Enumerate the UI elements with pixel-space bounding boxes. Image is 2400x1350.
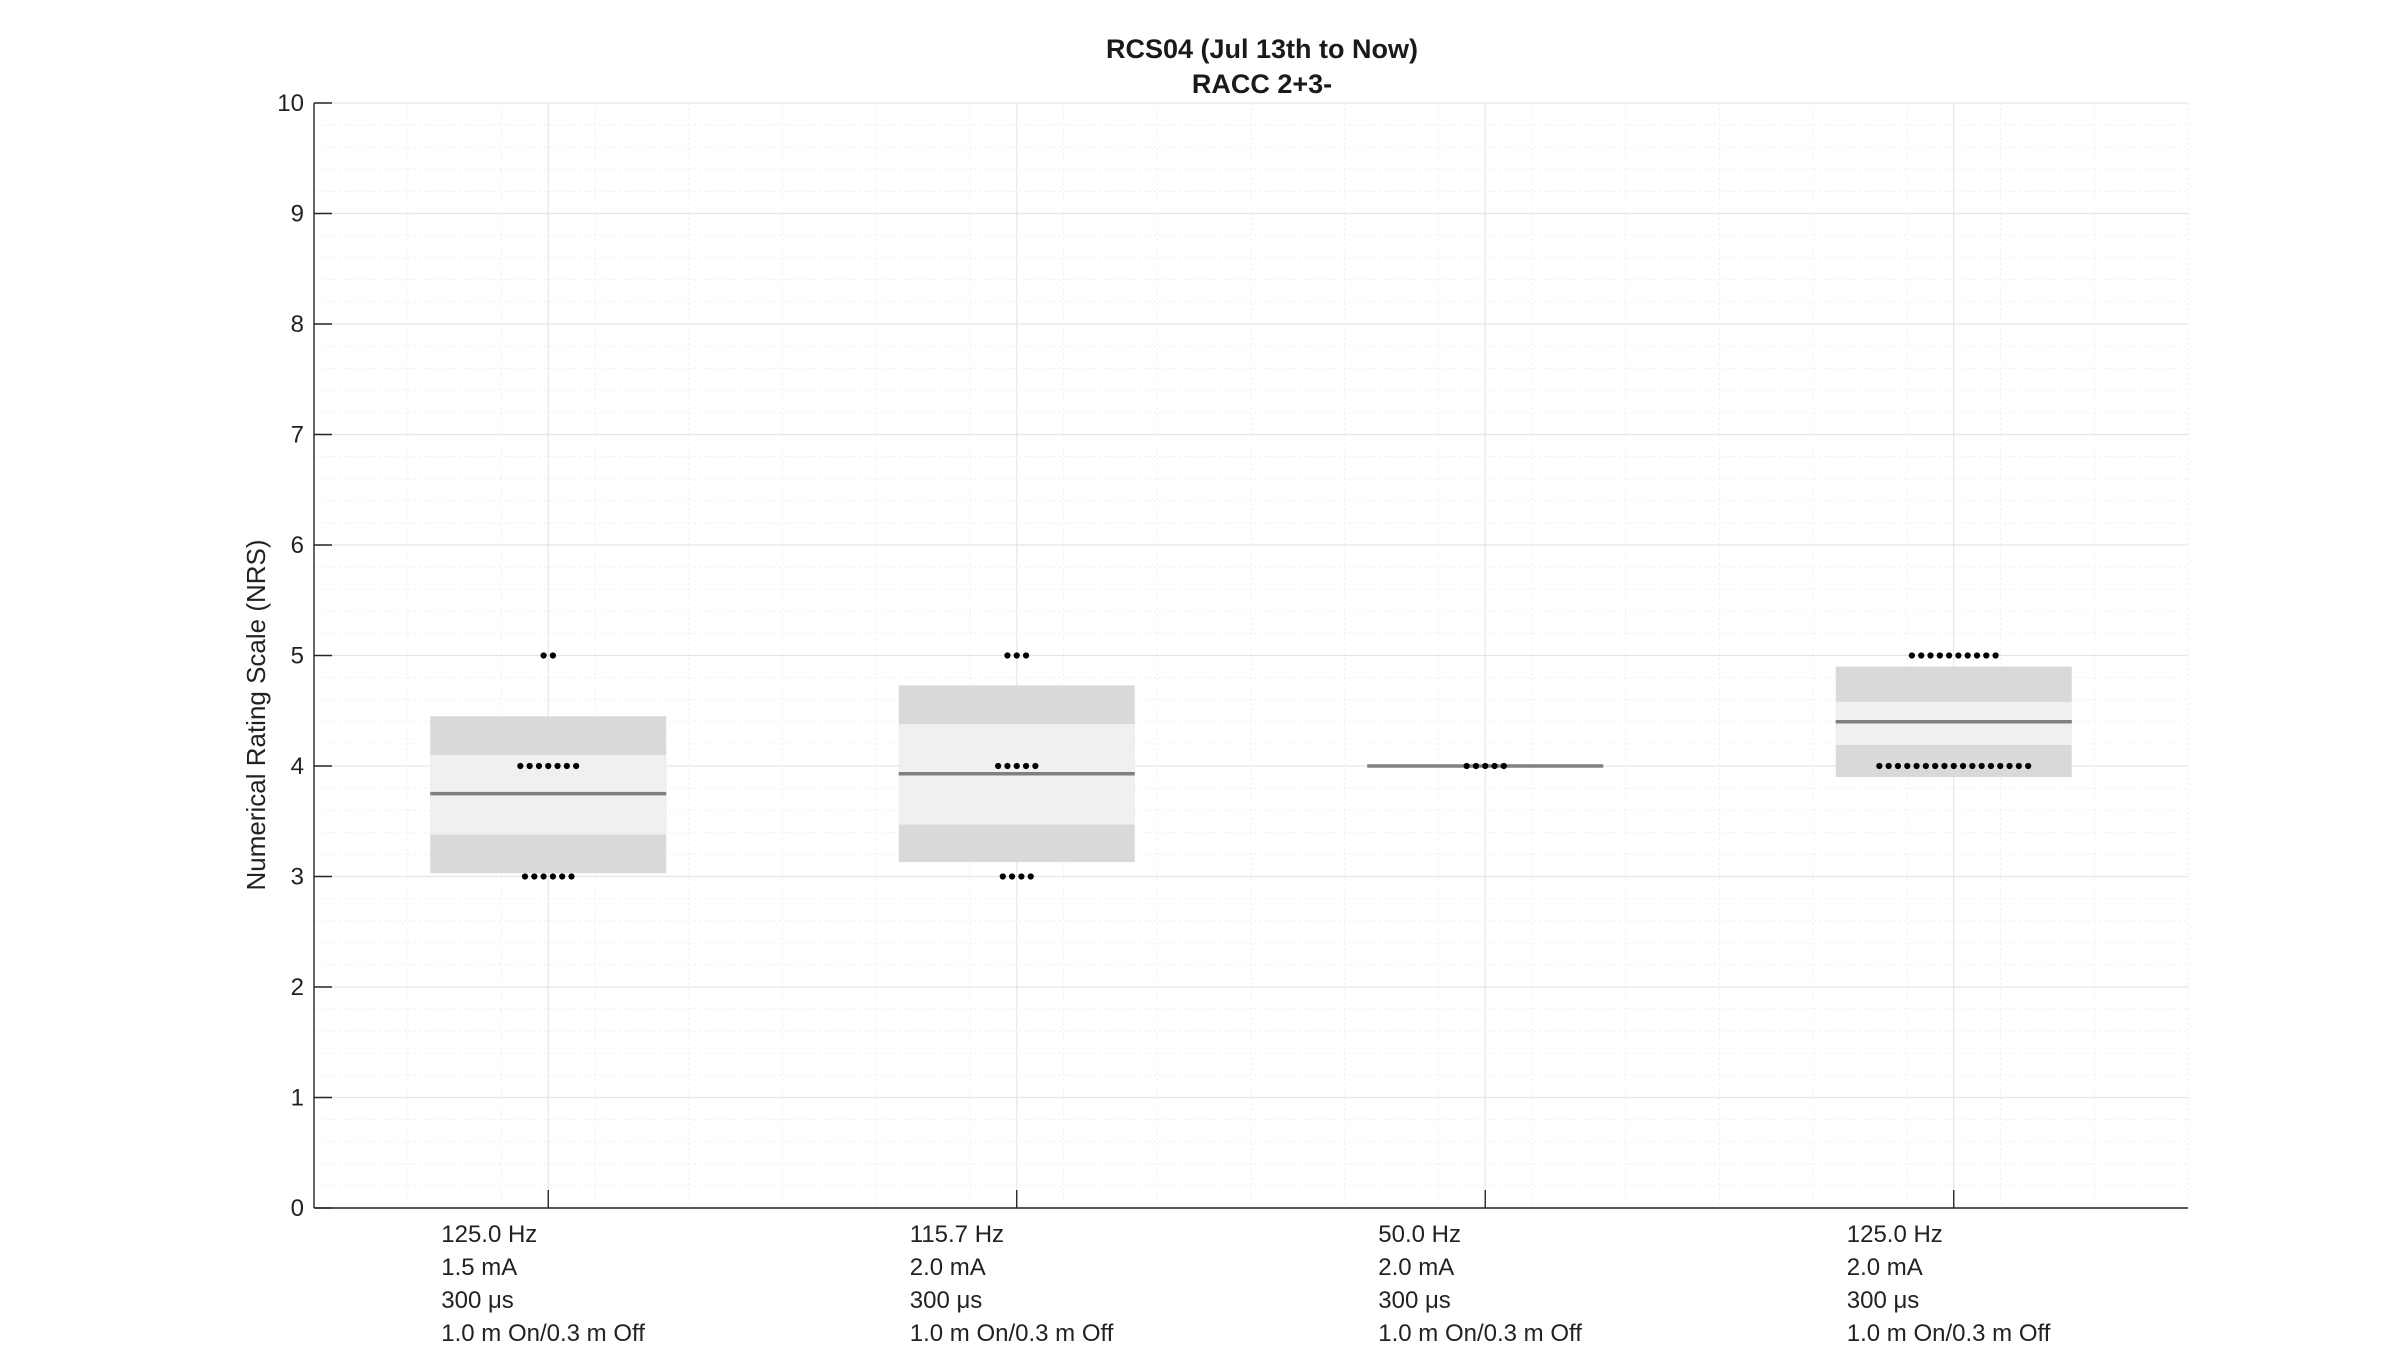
data-point bbox=[1013, 652, 1020, 659]
data-point bbox=[1894, 762, 1902, 770]
data-point bbox=[1004, 762, 1011, 770]
grid-lines bbox=[313, 102, 2189, 1209]
category-label-line: 300 μs bbox=[910, 1287, 983, 1314]
data-point bbox=[1491, 762, 1498, 770]
category-labels: 125.0 Hz 1.5 mA 300 μs 1.0 m On/0.3 m Off 11… bbox=[441, 1221, 2050, 1347]
category-label-line: 2.0 mA bbox=[910, 1254, 986, 1281]
y-tick-label: 1 bbox=[291, 1085, 304, 1112]
data-point bbox=[1004, 652, 1011, 659]
data-point bbox=[1983, 652, 1990, 659]
y-tick-label: 3 bbox=[291, 864, 304, 891]
data-point bbox=[1013, 762, 1020, 770]
data-point bbox=[554, 762, 561, 770]
data-point bbox=[563, 762, 570, 770]
chart-title: RCS04 (Jul 13th to Now) bbox=[1106, 34, 1418, 64]
data-point bbox=[995, 762, 1002, 770]
y-tick-label: 4 bbox=[291, 753, 304, 780]
data-point bbox=[1922, 762, 1929, 770]
y-tick-label: 5 bbox=[291, 643, 304, 670]
data-point bbox=[535, 762, 543, 770]
data-point bbox=[531, 873, 538, 880]
data-point bbox=[1973, 652, 1981, 659]
category-label-line: 1.0 m On/0.3 m Off bbox=[1847, 1320, 2051, 1347]
data-point bbox=[1022, 762, 1030, 770]
data-point bbox=[549, 652, 557, 659]
data-point bbox=[2006, 762, 2013, 770]
data-point bbox=[1027, 873, 1034, 880]
data-point bbox=[1009, 873, 1016, 880]
data-point bbox=[1463, 762, 1470, 770]
data-point bbox=[1987, 762, 1995, 770]
data-point bbox=[1018, 873, 1025, 880]
data-point bbox=[573, 762, 580, 770]
data-point bbox=[1946, 652, 1953, 659]
data-point bbox=[1032, 762, 1039, 770]
data-point bbox=[1876, 762, 1883, 770]
data-point bbox=[1941, 762, 1948, 770]
data-point bbox=[1913, 762, 1920, 770]
data-point bbox=[1904, 762, 1911, 770]
data-point bbox=[1022, 652, 1030, 659]
chart-subtitle: RACC 2+3- bbox=[1192, 69, 1332, 99]
data-point bbox=[517, 762, 524, 770]
data-point bbox=[1932, 762, 1939, 770]
data-point bbox=[1997, 762, 2004, 770]
data-point bbox=[1936, 652, 1943, 659]
data-point bbox=[540, 873, 547, 880]
data-point bbox=[1992, 652, 1999, 659]
data-point bbox=[568, 873, 575, 880]
category-label-line: 115.7 Hz bbox=[910, 1221, 1004, 1248]
y-tick-label: 2 bbox=[291, 974, 304, 1001]
category-label-line: 50.0 Hz bbox=[1378, 1221, 1461, 1248]
data-point bbox=[1969, 762, 1976, 770]
data-point bbox=[1978, 762, 1985, 770]
data-point bbox=[1950, 762, 1957, 770]
data-point bbox=[540, 652, 547, 659]
category-label-line: 1.0 m On/0.3 m Off bbox=[910, 1320, 1114, 1347]
data-point bbox=[1959, 762, 1967, 770]
data-point bbox=[2015, 762, 2022, 770]
axes bbox=[313, 102, 2188, 1209]
y-tick-label: 10 bbox=[277, 90, 304, 117]
data-point bbox=[526, 762, 533, 770]
y-tick-label: 0 bbox=[291, 1195, 304, 1222]
y-tick-labels: 0 1 2 3 4 5 6 7 8 9 10 bbox=[277, 90, 304, 1222]
category-label-line: 2.0 mA bbox=[1847, 1254, 1923, 1281]
data-point bbox=[2025, 762, 2032, 770]
data-point bbox=[545, 762, 552, 770]
y-tick-label: 8 bbox=[291, 311, 304, 338]
data-point bbox=[1918, 652, 1925, 659]
category-label-line: 1.5 mA bbox=[441, 1254, 517, 1281]
data-point bbox=[1500, 762, 1507, 770]
category-label-line: 300 μs bbox=[1378, 1287, 1451, 1314]
y-tick-label: 7 bbox=[291, 422, 304, 449]
category-label-line: 300 μs bbox=[441, 1287, 514, 1314]
point-layer bbox=[517, 652, 2032, 880]
y-tick-label: 6 bbox=[291, 532, 304, 559]
data-point bbox=[549, 873, 557, 880]
data-point bbox=[1472, 762, 1480, 770]
category-label-line: 125.0 Hz bbox=[441, 1221, 537, 1248]
category-label-line: 1.0 m On/0.3 m Off bbox=[441, 1320, 645, 1347]
data-point bbox=[1955, 652, 1962, 659]
y-axis-label: Numerical Rating Scale (NRS) bbox=[241, 539, 271, 890]
data-point bbox=[559, 873, 566, 880]
data-point bbox=[1964, 652, 1971, 659]
box-layer bbox=[430, 666, 2072, 874]
data-point bbox=[1885, 762, 1892, 770]
data-point bbox=[1482, 762, 1489, 770]
data-point bbox=[999, 873, 1006, 880]
data-point bbox=[521, 873, 529, 880]
y-tick-label: 9 bbox=[291, 201, 304, 228]
category-label-line: 125.0 Hz bbox=[1847, 1221, 1943, 1248]
data-point bbox=[1927, 652, 1934, 659]
category-label-line: 2.0 mA bbox=[1378, 1254, 1454, 1281]
data-point bbox=[1908, 652, 1915, 659]
category-label-line: 300 μs bbox=[1847, 1287, 1920, 1314]
category-label-line: 1.0 m On/0.3 m Off bbox=[1378, 1320, 1582, 1347]
